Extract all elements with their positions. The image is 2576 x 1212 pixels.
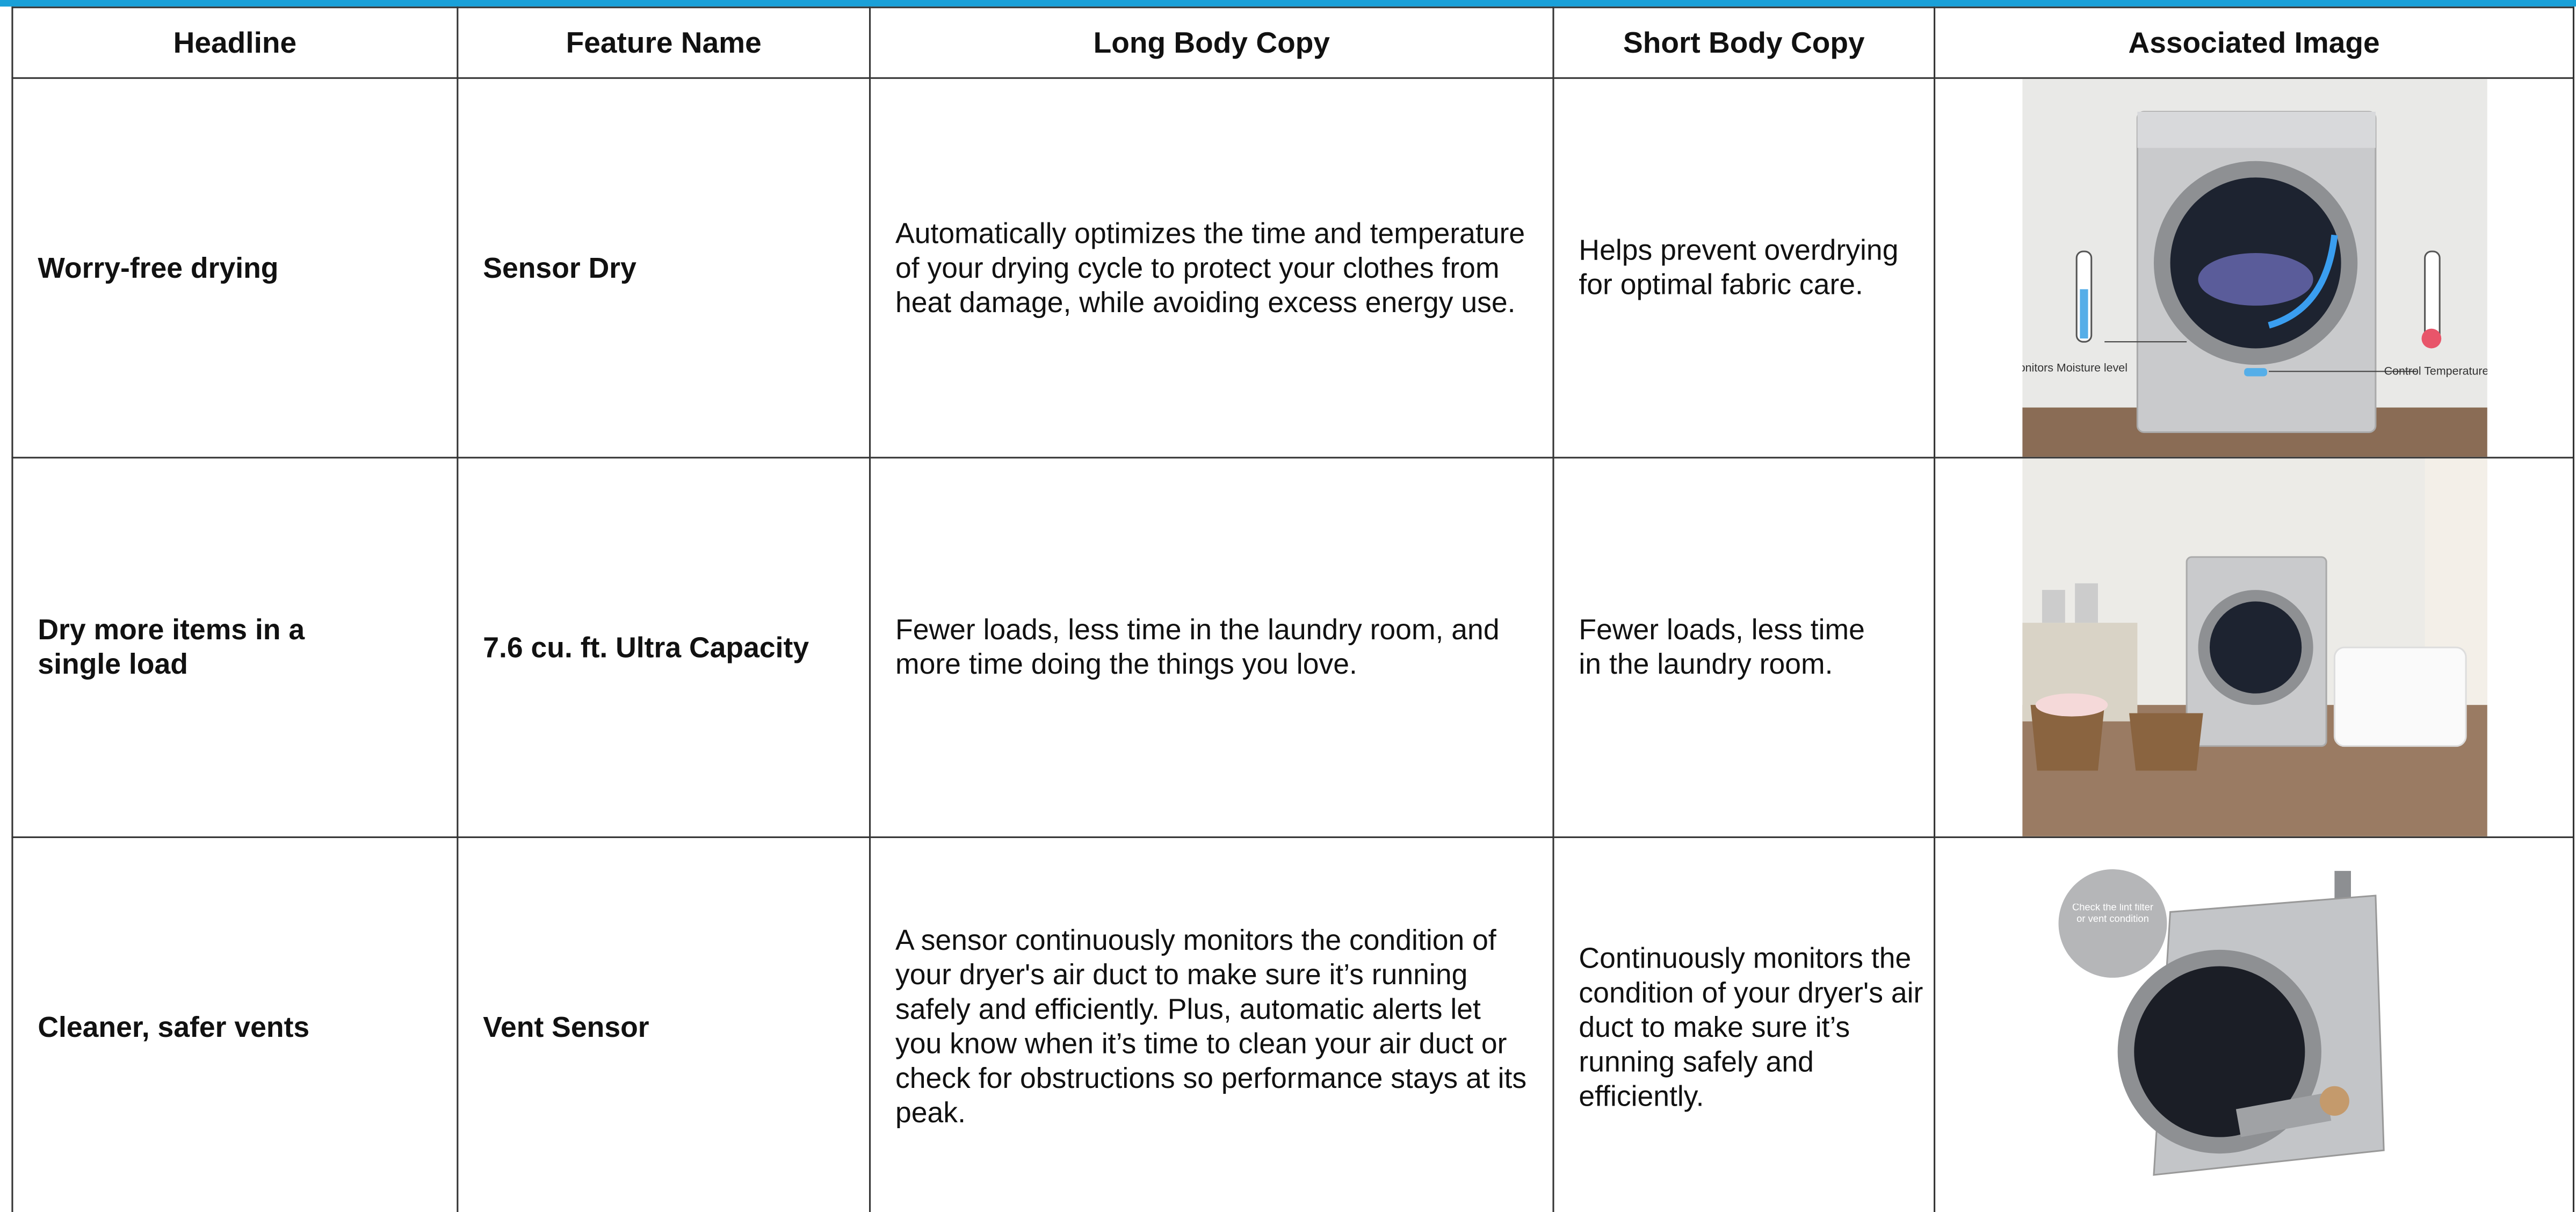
dryer-image: Monitors Moisture level Control Temperat… xyxy=(2021,78,2487,457)
headline: Cleaner, safer vents xyxy=(11,836,459,1212)
short-body-copy: Fewer loads, less time in the laundry ro… xyxy=(1552,457,1936,838)
header-cell: Long Body Copy xyxy=(869,6,1554,79)
image-label: Monitors Moisture level xyxy=(2022,361,2127,374)
headline: Dry more items in a single load xyxy=(11,457,459,838)
feature-name: 7.6 cu. ft. Ultra Capacity xyxy=(457,457,871,838)
header-cell: Feature Name xyxy=(457,6,871,79)
laundry-room-image xyxy=(2021,458,2487,836)
feature-name: Sensor Dry xyxy=(457,77,871,459)
image-cell xyxy=(1934,457,2574,838)
row: Worry-free drying Sensor Dry Automatical… xyxy=(11,77,2574,459)
row: Dry more items in a single load 7.6 cu. … xyxy=(11,457,2574,838)
header-row: Headline Feature Name Long Body Copy Sho… xyxy=(11,6,2574,79)
header-cell: Associated Image xyxy=(1934,6,2574,79)
top-bar xyxy=(0,0,2576,7)
header-cell: Headline xyxy=(11,6,459,79)
long-body-copy: Fewer loads, less time in the laundry ro… xyxy=(869,457,1554,838)
row: Cleaner, safer vents Vent Sensor A senso… xyxy=(11,836,2574,1212)
long-body-copy: Automatically optimizes the time and tem… xyxy=(869,77,1554,459)
headline: Worry-free drying xyxy=(11,77,459,459)
feature-table: Headline Feature Name Long Body Copy Sho… xyxy=(11,6,2574,1212)
image-label: Check the lint filter or vent condition xyxy=(2071,904,2153,926)
image-cell: Monitors Moisture level Control Temperat… xyxy=(1934,77,2574,459)
header-cell: Short Body Copy xyxy=(1552,6,1936,79)
image-label: Control Temperature xyxy=(2383,364,2486,377)
image-cell: Check the lint filter or vent condition xyxy=(1934,836,2574,1212)
feature-name: Vent Sensor xyxy=(457,836,871,1212)
long-body-copy: A sensor continuously monitors the condi… xyxy=(869,836,1554,1212)
vent-image: Check the lint filter or vent condition xyxy=(2021,838,2487,1212)
short-body-copy: Helps prevent overdrying for optimal fab… xyxy=(1552,77,1936,459)
short-body-copy: Continuously monitors the condition of y… xyxy=(1552,836,1936,1212)
